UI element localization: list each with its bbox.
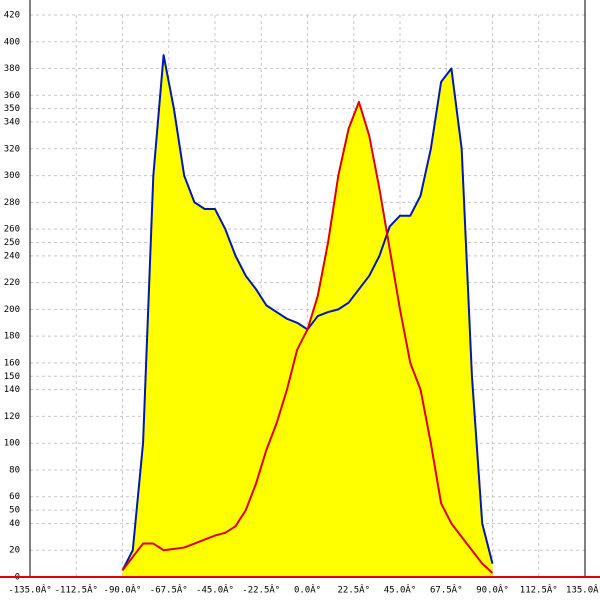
x-tick-label: 22.5Â° [337,584,370,596]
y-tick-label: 400 [4,37,20,47]
y-tick-label: 420 [4,11,20,21]
y-tick-label: 300 [4,171,20,181]
y-tick-label: 140 [4,385,20,395]
x-tick-label: 45.0Â° [384,584,417,596]
y-tick-label: 80 [9,465,20,475]
x-tick-label: -45.0Â° [196,584,234,596]
x-tick-label: -135.0Â° [8,584,51,596]
y-tick-label: 200 [4,305,20,315]
y-tick-label: 180 [4,332,20,342]
y-tick-label: 50 [9,506,20,516]
y-tick-label: 220 [4,278,20,288]
area-fill [122,101,493,577]
y-tick-label: 350 [4,104,20,114]
series-line [121,100,494,574]
y-tick-label: 340 [4,118,20,128]
x-tick-label: 135.0Â° [566,584,600,596]
x-tick-label: 112.5Â° [520,584,558,596]
x-tick-label: -112.5Â° [55,584,98,596]
x-tick-label: -67.5Â° [150,584,188,596]
y-tick-label: 280 [4,198,20,208]
y-tick-label: 60 [9,492,20,502]
y-tick-label: 120 [4,412,20,422]
y-tick-label: 240 [4,251,20,261]
y-tick-label: 320 [4,144,20,154]
y-tick-label: 360 [4,91,20,101]
x-tick-label: 90.0Â° [476,584,509,596]
y-tick-label: 380 [4,64,20,74]
y-tick-label: 150 [4,372,20,382]
y-tick-label: 250 [4,238,20,248]
x-tick-label: -90.0Â° [104,584,142,596]
y-tick-label: 40 [9,519,20,529]
y-tick-label: 100 [4,439,20,449]
x-tick-label: 0.0Â° [294,584,321,596]
x-tick-label: -22.5Â° [242,584,280,596]
x-tick-label: 67.5Â° [430,584,463,596]
y-tick-label: 260 [4,225,20,235]
y-tick-label: 20 [9,546,20,556]
y-tick-label: 160 [4,358,20,368]
